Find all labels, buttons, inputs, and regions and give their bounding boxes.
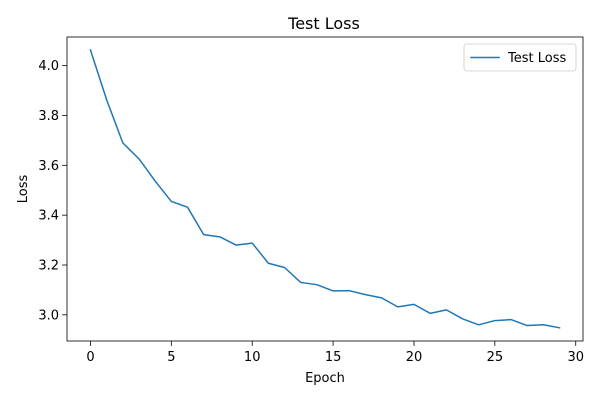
y-axis-label: Loss bbox=[16, 175, 31, 204]
x-axis: 0 5 10 15 20 25 30 bbox=[86, 341, 584, 365]
y-tick-label: 4.0 bbox=[38, 59, 59, 74]
x-tick-label: 25 bbox=[487, 350, 504, 365]
x-tick-label: 10 bbox=[244, 350, 261, 365]
y-tick-label: 3.2 bbox=[38, 259, 59, 274]
y-tick-label: 3.4 bbox=[38, 209, 59, 224]
legend-label-test-loss: Test Loss bbox=[507, 51, 566, 66]
chart-title: Test Loss bbox=[287, 14, 360, 33]
plot-frame bbox=[66, 36, 584, 342]
x-tick-label: 15 bbox=[325, 350, 342, 365]
x-tick-label: 20 bbox=[406, 350, 423, 365]
x-tick-label: 30 bbox=[567, 350, 584, 365]
legend-box bbox=[463, 43, 577, 72]
series-line-test-loss bbox=[89, 49, 561, 329]
y-axis: 3.0 3.2 3.4 3.6 3.8 4.0 bbox=[38, 59, 67, 323]
x-axis-label: Epoch bbox=[305, 371, 345, 386]
line-layer bbox=[89, 49, 561, 329]
y-tick-label: 3.0 bbox=[38, 308, 59, 323]
y-tick-label: 3.8 bbox=[38, 109, 59, 124]
y-tick-label: 3.6 bbox=[38, 159, 59, 174]
x-tick-label: 5 bbox=[167, 350, 175, 365]
legend: Test Loss bbox=[463, 43, 577, 72]
plot-area bbox=[66, 36, 584, 342]
x-tick-label: 0 bbox=[86, 350, 94, 365]
